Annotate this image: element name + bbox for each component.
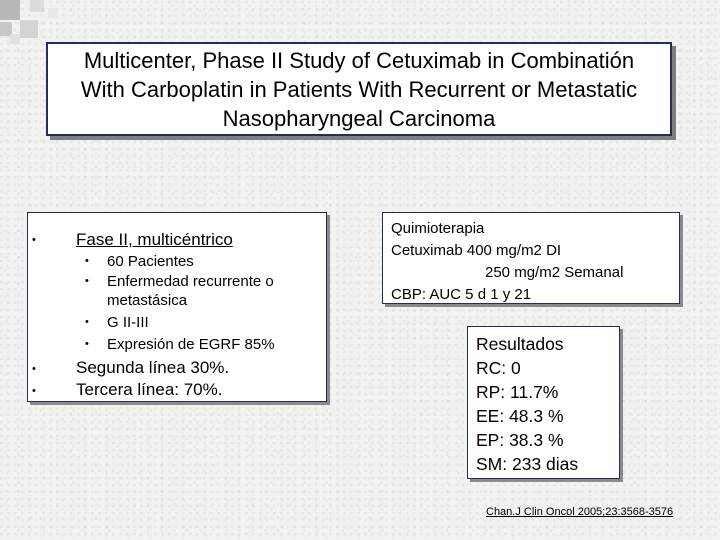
therapy-panel: Quimioterapia Cetuximab 400 mg/m2 DI 250… <box>382 212 680 304</box>
title-line: Nasopharyngeal Carcinoma <box>222 105 496 131</box>
result-line: RC: 0 <box>476 358 521 378</box>
sub-item: 60 Pacientes <box>107 253 194 270</box>
bullet-icon: • <box>85 255 89 267</box>
corner-square <box>10 34 20 44</box>
corner-square <box>20 20 38 38</box>
corner-square <box>0 22 12 36</box>
corner-square <box>0 0 20 20</box>
third-line-item: Tercera línea: 70%. <box>76 380 223 399</box>
sub-item: Expresión de EGRF 85% <box>107 336 275 353</box>
citation: Chan.J Clin Oncol 2005;23:3568-3576 <box>486 506 674 518</box>
study-type: Fase II, multicéntrico <box>76 230 233 249</box>
bullet-icon: • <box>85 316 89 328</box>
results-heading: Resultados <box>476 334 564 354</box>
study-design-panel: • Fase II, multicéntrico • 60 Pacientes … <box>27 212 327 402</box>
second-line-item: Segunda línea 30%. <box>76 358 230 377</box>
sub-item: G II-III <box>107 314 149 331</box>
therapy-line: 250 mg/m2 Semanal <box>485 264 624 281</box>
results-panel: Resultados RC: 0 RP: 11.7% EE: 48.3 % EP… <box>467 326 620 479</box>
therapy-line: CBP: AUC 5 d 1 y 21 <box>391 286 532 303</box>
therapy-line: Quimioterapia <box>391 220 485 237</box>
therapy-line: Cetuximab 400 mg/m2 DI <box>391 242 562 259</box>
bullet-icon: • <box>85 338 89 350</box>
corner-square <box>30 0 44 12</box>
title-line: Multicenter, Phase II Study of Cetuximab… <box>83 47 635 73</box>
bullet-icon: • <box>32 363 36 375</box>
bullet-icon: • <box>85 275 89 287</box>
slide-title: Multicenter, Phase II Study of Cetuximab… <box>46 42 672 136</box>
sub-item: Enfermedad recurrente o <box>107 273 274 290</box>
bullet-icon: • <box>32 234 36 246</box>
corner-square <box>48 8 58 18</box>
result-line: EE: 48.3 % <box>476 406 564 426</box>
result-line: EP: 38.3 % <box>476 430 564 450</box>
title-line: With Carboplatin in Patients With Recurr… <box>80 76 638 102</box>
bullet-icon: • <box>32 385 36 397</box>
sub-item: metastásica <box>107 292 188 309</box>
result-line: SM: 233 dias <box>476 454 579 474</box>
result-line: RP: 11.7% <box>476 382 559 402</box>
